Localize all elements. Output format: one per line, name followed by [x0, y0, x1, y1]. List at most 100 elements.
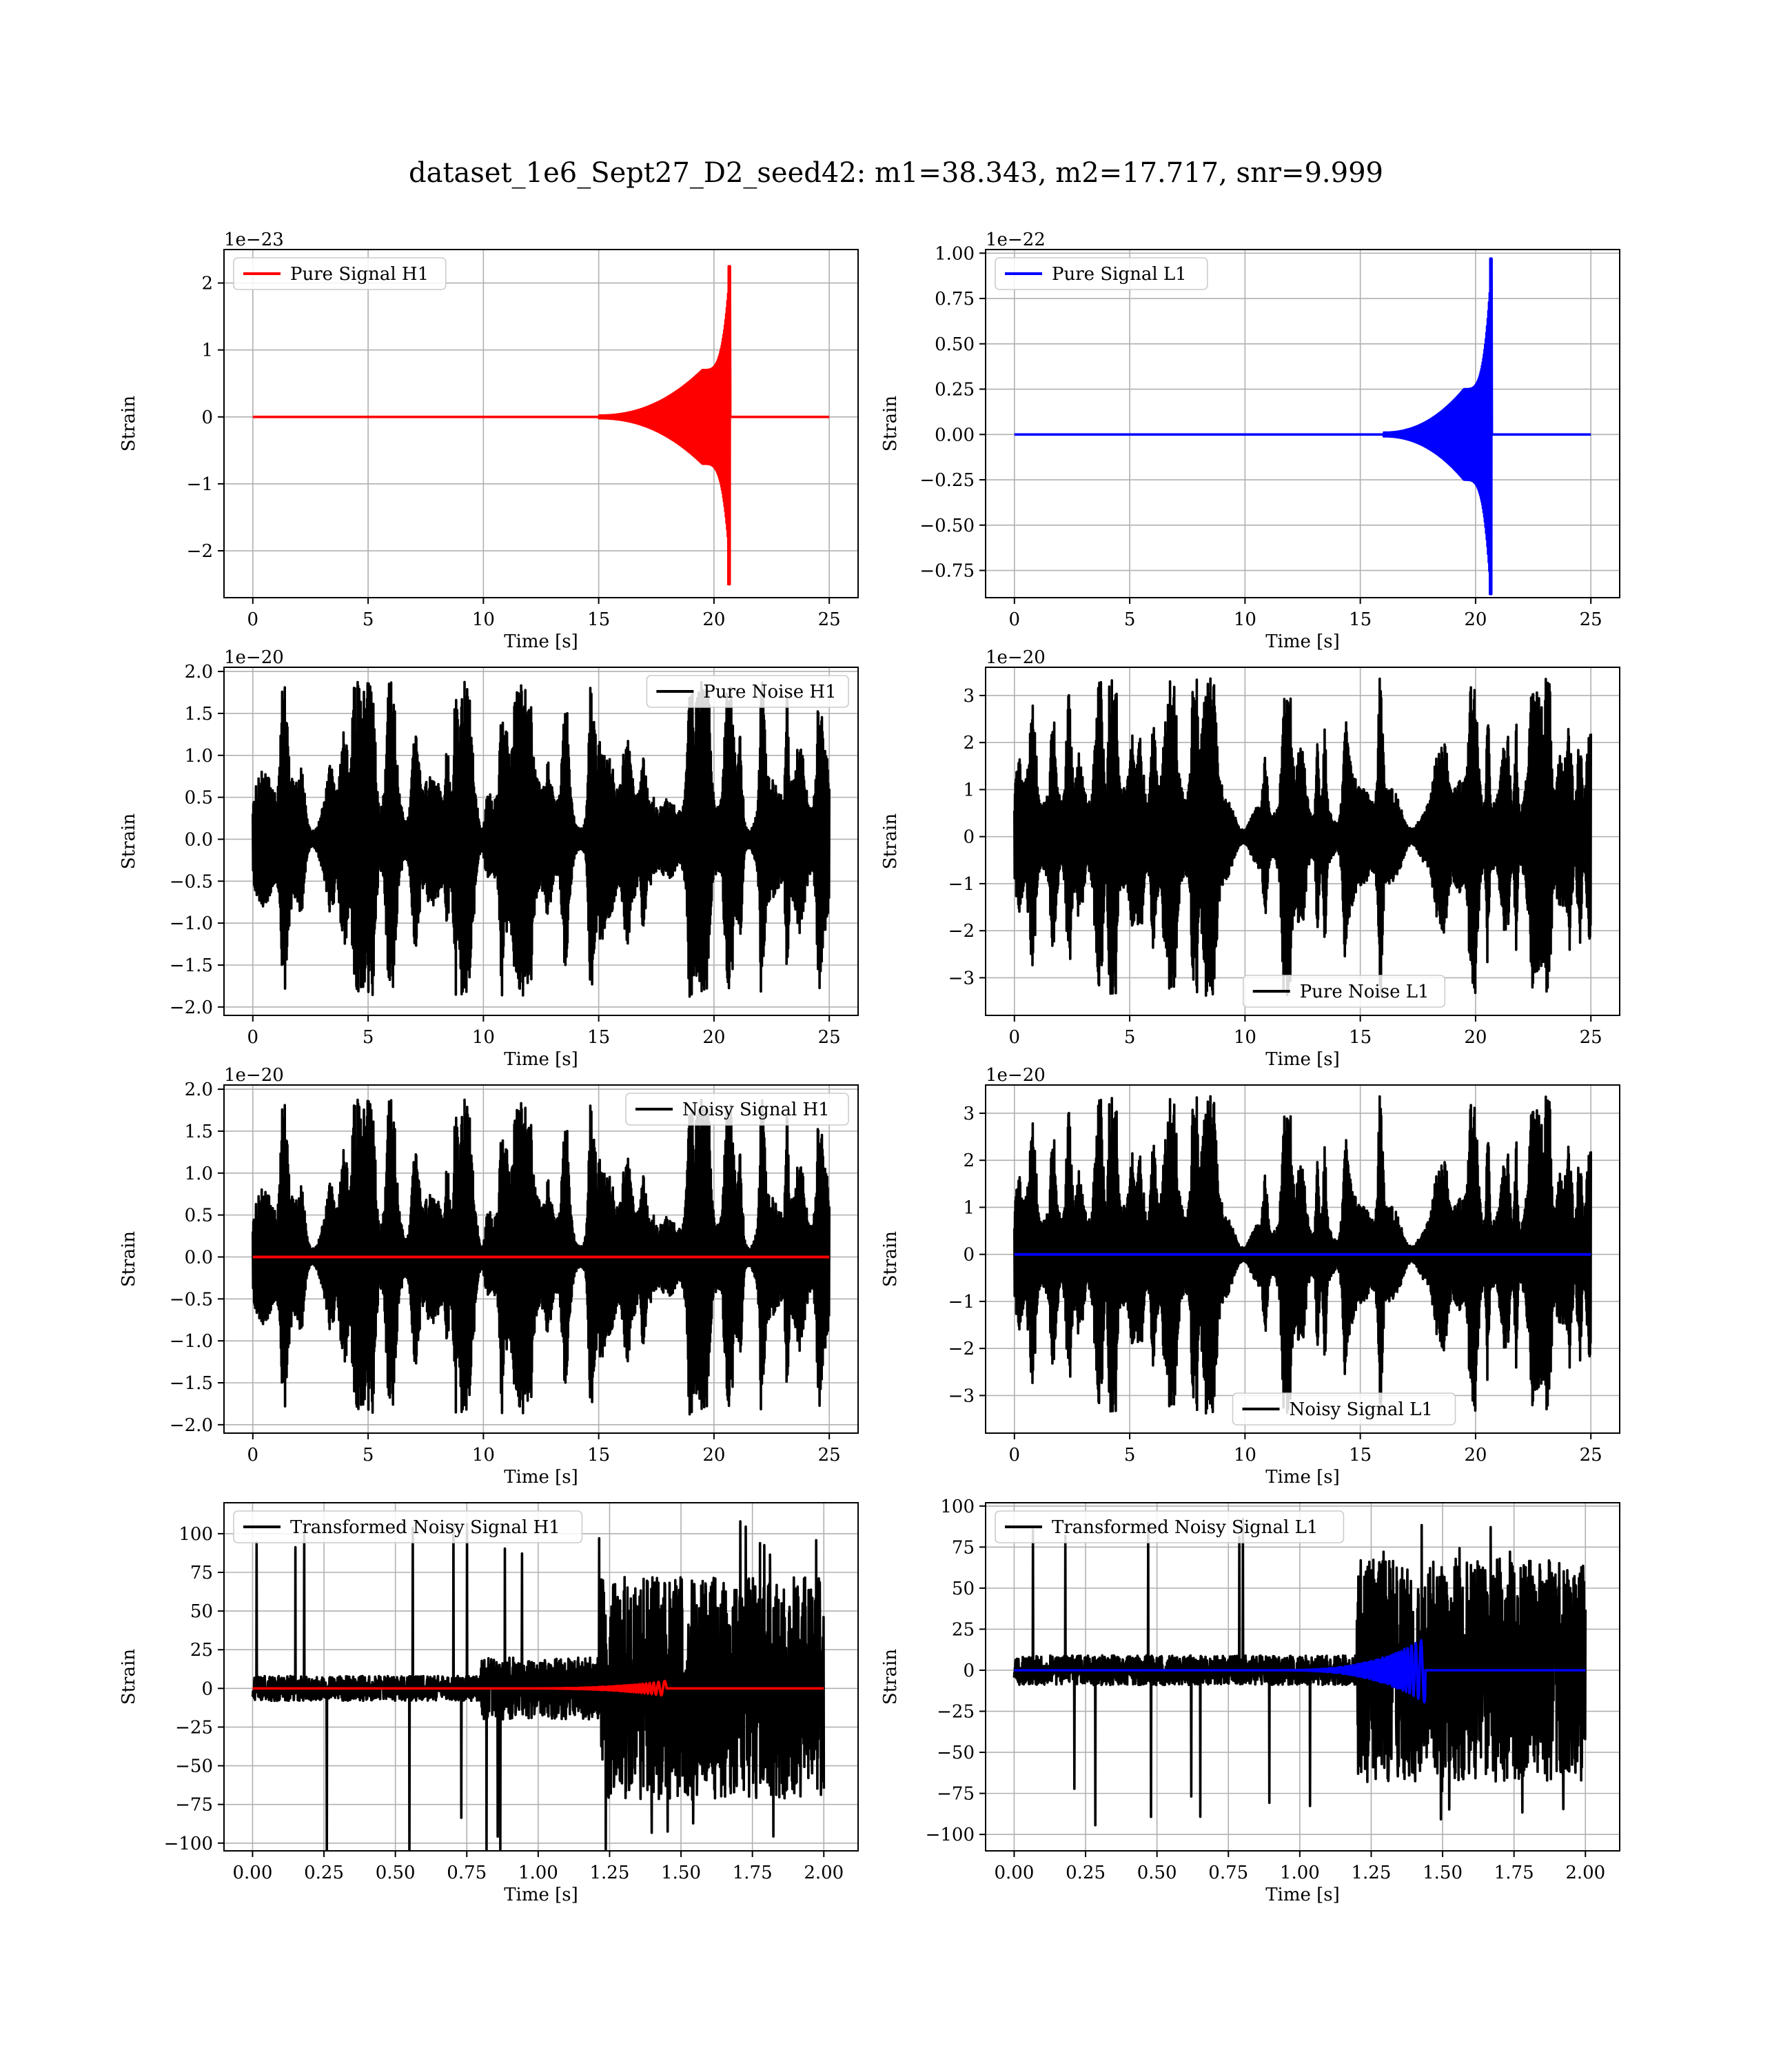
y-tick-label: 0: [963, 1661, 975, 1681]
legend-label: Transformed Noisy Signal H1: [290, 1517, 560, 1538]
y-tick-label: 1: [201, 341, 213, 361]
legend: Transformed Noisy Signal L1: [995, 1510, 1345, 1543]
y-tick-label: −1.5: [170, 955, 213, 976]
y-tick-label: −2: [948, 921, 975, 942]
legend-box: [646, 675, 849, 708]
y-tick-label: 0: [963, 827, 975, 848]
y-tick-label: −75: [175, 1795, 213, 1816]
x-tick-label: 25: [1580, 609, 1602, 630]
x-tick-label: 20: [1464, 1027, 1487, 1048]
y-tick-label: −3: [948, 1386, 975, 1406]
y-axis-label: Strain: [119, 1649, 139, 1705]
legend: Pure Signal H1: [233, 257, 447, 290]
y-axis-label: Strain: [880, 1231, 901, 1288]
x-axis-label: Time [s]: [1265, 1467, 1340, 1488]
x-tick-label: 25: [818, 609, 841, 630]
legend-box: [625, 1093, 849, 1126]
x-axis-label: Time [s]: [1265, 631, 1340, 652]
x-tick-label: 5: [1124, 609, 1136, 630]
axis-offset-text: 1e−23: [224, 230, 284, 250]
y-axis-label: Strain: [119, 813, 139, 870]
y-axis-label: Strain: [880, 813, 901, 870]
x-tick-label: 5: [363, 609, 374, 630]
subplot-transformed-noisy-signal-l1: 0.00 0.25 0.50 0.75 1.00 1.25 1.50 1.75 2.00 −100…: [880, 1497, 1620, 1905]
x-tick-label: 0.25: [1066, 1863, 1106, 1883]
legend-box: [1242, 975, 1446, 1008]
x-tick-label: 20: [702, 609, 725, 630]
x-tick-label: 0.00: [994, 1863, 1034, 1883]
y-tick-label: −2.0: [170, 997, 213, 1018]
legend-box: [233, 1510, 583, 1543]
x-tick-label: 20: [1464, 609, 1487, 630]
x-tick-label: 20: [1464, 1445, 1487, 1466]
x-tick-label: 10: [1234, 1445, 1256, 1466]
x-tick-label: 10: [1234, 1027, 1256, 1048]
y-tick-label: 0.00: [935, 425, 975, 445]
legend-label: Pure Signal H1: [290, 264, 429, 285]
y-tick-label: 1.5: [185, 704, 213, 724]
y-tick-label: 1.5: [185, 1122, 213, 1142]
x-tick-label: 25: [818, 1027, 841, 1048]
x-tick-label: 25: [1580, 1445, 1602, 1466]
series-line-2: [1013, 1639, 1587, 1704]
y-tick-label: 0: [201, 1679, 213, 1699]
x-tick-label: 10: [1234, 609, 1256, 630]
series-line-1: [1013, 677, 1592, 997]
y-tick-label: 0: [201, 407, 213, 428]
y-tick-label: −50: [937, 1743, 975, 1763]
y-tick-label: 2: [963, 1150, 975, 1171]
legend-box: [995, 257, 1208, 290]
subplot-pure-signal-l1: 0 5 10 15 20 25 −0.75 −0.50 −0.25 0.00 0.25 0.50 0.7…: [880, 230, 1620, 652]
y-tick-label: 1: [963, 780, 975, 800]
x-tick-label: 0.25: [304, 1863, 344, 1883]
y-tick-label: 2.0: [185, 662, 213, 682]
y-tick-label: −2: [187, 541, 213, 562]
x-tick-label: 1.00: [518, 1863, 558, 1883]
series-line-1: [251, 1520, 826, 1851]
y-tick-label: 100: [179, 1524, 213, 1545]
legend: Pure Signal L1: [995, 257, 1208, 290]
figure-title: dataset_1e6_Sept27_D2_seed42: m1=38.343,…: [409, 157, 1383, 189]
x-tick-label: 0: [247, 1027, 259, 1048]
x-tick-label: 5: [363, 1027, 374, 1048]
x-tick-label: 0: [247, 1445, 259, 1466]
series-line-2: [252, 1679, 825, 1697]
y-tick-label: 0: [963, 1245, 975, 1266]
x-tick-label: 15: [1349, 609, 1372, 630]
y-tick-label: 2: [963, 733, 975, 753]
y-tick-label: 0.25: [935, 380, 975, 401]
axes-frame: [223, 1084, 859, 1434]
y-tick-label: 0.5: [185, 1206, 213, 1226]
y-tick-label: 75: [952, 1537, 975, 1558]
x-tick-label: 15: [1349, 1445, 1372, 1466]
y-tick-label: 50: [952, 1579, 975, 1599]
legend-box: [233, 257, 447, 290]
subplot-noisy-signal-l1: 0 5 10 15 20 25 −3 −2 −1 0 1 2 3 Time [s] Strain 1e−20 N…: [880, 1065, 1620, 1488]
series-line-1: [252, 680, 831, 998]
x-tick-label: 25: [818, 1445, 841, 1466]
x-tick-label: 0: [247, 609, 259, 630]
x-tick-label: 0.50: [1137, 1863, 1177, 1883]
legend-label: Pure Noise L1: [1300, 982, 1429, 1002]
axis-offset-text: 1e−20: [224, 647, 284, 668]
subplot-transformed-noisy-signal-h1: 0.00 0.25 0.50 0.75 1.00 1.25 1.50 1.75 2.00 −100…: [119, 1502, 859, 1905]
legend-box: [995, 1510, 1345, 1543]
y-tick-label: 1: [963, 1197, 975, 1218]
legend: Pure Noise H1: [646, 675, 849, 708]
y-tick-label: −1.0: [170, 1331, 213, 1352]
y-tick-label: 0.75: [935, 289, 975, 310]
x-tick-label: 1.00: [1280, 1863, 1320, 1883]
x-tick-label: 20: [702, 1027, 725, 1048]
x-tick-label: 15: [1349, 1027, 1372, 1048]
x-tick-label: 25: [1580, 1027, 1602, 1048]
legend: Noisy Signal L1: [1232, 1392, 1456, 1426]
legend: Transformed Noisy Signal H1: [233, 1510, 583, 1543]
axes-frame: [985, 249, 1620, 598]
axis-offset-text: 1e−22: [986, 230, 1046, 250]
x-tick-label: 15: [587, 1027, 610, 1048]
y-tick-label: 100: [940, 1497, 975, 1517]
legend-label: Noisy Signal L1: [1290, 1399, 1433, 1420]
y-axis-label: Strain: [119, 1231, 139, 1288]
x-tick-label: 1.75: [733, 1863, 773, 1883]
series-line-1: [1012, 1517, 1587, 1827]
